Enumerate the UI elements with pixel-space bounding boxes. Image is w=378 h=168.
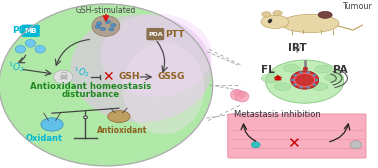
Ellipse shape	[291, 79, 294, 81]
Ellipse shape	[350, 141, 361, 149]
Ellipse shape	[238, 92, 246, 98]
Text: Metastasis inhibition: Metastasis inhibition	[234, 110, 321, 119]
Ellipse shape	[235, 91, 249, 102]
Ellipse shape	[35, 45, 45, 53]
Ellipse shape	[122, 43, 204, 134]
Text: $^1O_2$: $^1O_2$	[74, 66, 90, 79]
Ellipse shape	[230, 90, 244, 100]
Ellipse shape	[84, 116, 87, 119]
FancyBboxPatch shape	[228, 114, 366, 158]
Ellipse shape	[111, 24, 116, 27]
Ellipse shape	[15, 45, 26, 53]
Text: GSH: GSH	[119, 72, 140, 81]
Text: Tumour: Tumour	[342, 2, 372, 11]
Ellipse shape	[233, 90, 241, 96]
Text: GSSG: GSSG	[158, 72, 185, 81]
Ellipse shape	[293, 83, 297, 86]
Ellipse shape	[299, 71, 303, 74]
Ellipse shape	[282, 14, 339, 33]
Text: disturbance: disturbance	[62, 90, 120, 99]
Ellipse shape	[313, 74, 316, 76]
Ellipse shape	[71, 14, 212, 122]
Text: ✕: ✕	[103, 70, 114, 84]
Text: Antioxidant: Antioxidant	[98, 126, 148, 135]
Ellipse shape	[251, 142, 260, 148]
Ellipse shape	[313, 83, 316, 86]
Text: $^1O_2$: $^1O_2$	[8, 60, 25, 74]
Ellipse shape	[108, 111, 130, 122]
Ellipse shape	[92, 16, 120, 36]
Text: PDT: PDT	[12, 26, 32, 35]
Ellipse shape	[303, 67, 308, 70]
Ellipse shape	[325, 73, 344, 82]
Ellipse shape	[100, 13, 212, 97]
Ellipse shape	[109, 28, 114, 31]
Ellipse shape	[318, 11, 332, 18]
Text: ✕: ✕	[287, 136, 300, 151]
Text: MB: MB	[24, 28, 37, 34]
Ellipse shape	[311, 83, 328, 90]
Ellipse shape	[291, 71, 319, 89]
Ellipse shape	[293, 74, 297, 76]
Ellipse shape	[315, 65, 332, 73]
Ellipse shape	[274, 83, 291, 90]
Ellipse shape	[95, 25, 100, 28]
Ellipse shape	[100, 27, 105, 31]
Ellipse shape	[262, 12, 271, 17]
Ellipse shape	[105, 20, 110, 24]
Ellipse shape	[25, 40, 36, 47]
Ellipse shape	[307, 71, 310, 74]
Ellipse shape	[261, 15, 289, 28]
Ellipse shape	[261, 74, 281, 83]
Ellipse shape	[0, 4, 213, 166]
FancyBboxPatch shape	[146, 28, 164, 40]
Text: PDA: PDA	[148, 32, 163, 37]
Text: GSH-stimulated: GSH-stimulated	[76, 6, 136, 15]
Ellipse shape	[266, 60, 344, 103]
Ellipse shape	[299, 86, 303, 89]
Text: Antioxidant homeostasis: Antioxidant homeostasis	[30, 82, 152, 91]
Ellipse shape	[315, 79, 318, 81]
Text: Oxidant: Oxidant	[25, 134, 62, 143]
Ellipse shape	[41, 118, 63, 131]
Ellipse shape	[54, 70, 73, 84]
Text: IRT: IRT	[288, 43, 307, 53]
Text: ☠: ☠	[58, 72, 68, 82]
Ellipse shape	[284, 65, 300, 72]
Text: PA: PA	[333, 65, 347, 75]
Ellipse shape	[307, 86, 310, 89]
Ellipse shape	[97, 22, 102, 25]
Text: PTT: PTT	[165, 30, 185, 39]
Ellipse shape	[273, 11, 282, 16]
Text: FL: FL	[261, 65, 274, 75]
FancyBboxPatch shape	[21, 25, 40, 37]
